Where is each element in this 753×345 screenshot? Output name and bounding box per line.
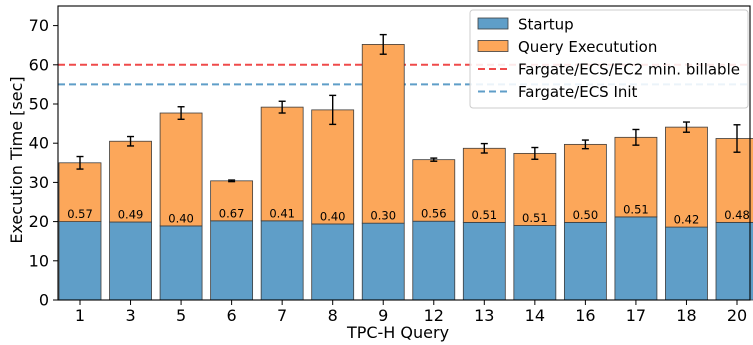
y-tick-label-40: 40	[29, 134, 49, 153]
query-execution-bar-13	[462, 147, 506, 223]
bar-value-label-12: 0.56	[421, 207, 447, 221]
query-execution-bar-3	[109, 140, 152, 223]
query-execution-bar-7	[260, 106, 304, 222]
x-tick-label-20: 20	[727, 306, 747, 325]
x-tick-label-5: 5	[176, 306, 186, 325]
y-tick-label-20: 20	[29, 212, 49, 231]
bar-value-label-5: 0.40	[168, 211, 194, 225]
startup-bar-16	[563, 221, 607, 301]
x-tick-label-3: 3	[125, 306, 135, 325]
bar-value-label-16: 0.50	[573, 208, 599, 222]
x-tick-label-16: 16	[575, 306, 595, 325]
startup-bar-14	[513, 225, 557, 301]
bar-value-label-13: 0.51	[472, 208, 498, 222]
startup-bar-18	[665, 226, 708, 301]
y-tick-label-0: 0	[39, 291, 49, 310]
x-tick-label-18: 18	[676, 306, 696, 325]
x-tick-label-17: 17	[626, 306, 646, 325]
query-execution-bar-16	[563, 143, 607, 223]
startup-bar-20	[715, 221, 753, 301]
bar-value-label-7: 0.41	[269, 206, 295, 220]
legend-startup-label: Startup	[518, 16, 574, 34]
x-tick-label-9: 9	[378, 306, 388, 325]
bar-value-label-20: 0.48	[724, 208, 750, 222]
y-axis-label: Execution Time [sec]	[7, 76, 26, 243]
bar-value-label-9: 0.30	[370, 209, 396, 223]
y-tick-label-10: 10	[29, 251, 49, 270]
legend-box	[469, 9, 749, 109]
query-execution-bar-1	[58, 162, 102, 223]
legend-ecs-init-label: Fargate/ECS Init	[518, 83, 638, 101]
x-axis-label: TPC-H Query	[346, 323, 449, 342]
startup-bar-12	[412, 220, 456, 301]
startup-bar-8	[311, 223, 355, 301]
query-execution-bar-18	[665, 126, 708, 228]
y-tick-label-30: 30	[29, 173, 49, 192]
y-tick-label-60: 60	[29, 55, 49, 74]
bar-value-label-6: 0.67	[219, 206, 245, 220]
startup-bar-9	[361, 222, 405, 301]
startup-bar-1	[58, 221, 102, 301]
startup-bar-6	[210, 220, 254, 301]
legend-query-execution-label: Query Executution	[518, 38, 657, 56]
query-execution-bar-14	[513, 152, 557, 226]
query-execution-bar-6	[210, 180, 254, 222]
bar-value-label-17: 0.51	[623, 202, 649, 216]
plot-frame	[57, 5, 751, 301]
y-tick-label-50: 50	[29, 95, 49, 114]
bar-value-label-8: 0.40	[320, 209, 346, 223]
x-tick-label-7: 7	[277, 306, 287, 325]
startup-bar-5	[159, 225, 203, 301]
legend-min-billable-label: Fargate/ECS/EC2 min. billable	[518, 61, 740, 79]
startup-bar-17	[614, 216, 658, 301]
startup-bar-13	[462, 221, 506, 301]
bar-value-label-18: 0.42	[674, 213, 700, 227]
query-execution-bar-5	[159, 112, 203, 227]
x-tick-label-13: 13	[474, 306, 494, 325]
query-execution-bar-8	[311, 109, 355, 225]
query-execution-bar-17	[614, 136, 658, 218]
x-tick-label-1: 1	[75, 306, 85, 325]
query-execution-bar-12	[412, 159, 456, 222]
legend-query-execution-swatch	[477, 40, 509, 52]
y-tick-label-70: 70	[29, 16, 49, 35]
startup-bar-3	[109, 221, 152, 301]
bar-value-label-14: 0.51	[522, 211, 548, 225]
x-tick-label-8: 8	[328, 306, 338, 325]
legend-startup-swatch	[477, 17, 509, 30]
x-tick-label-14: 14	[525, 306, 545, 325]
plot-area: 0.57 1 0.49 3 0.40 5 0.67 6 0.41 7 0.40 8 0.30 9 0.56 1…	[29, 5, 753, 325]
bar-value-label-3: 0.49	[118, 207, 144, 221]
query-execution-bar-9	[361, 44, 405, 224]
startup-bar-7	[260, 220, 304, 301]
x-tick-label-6: 6	[227, 306, 237, 325]
bar-value-label-1: 0.57	[67, 207, 93, 221]
x-tick-label-12: 12	[424, 306, 444, 325]
